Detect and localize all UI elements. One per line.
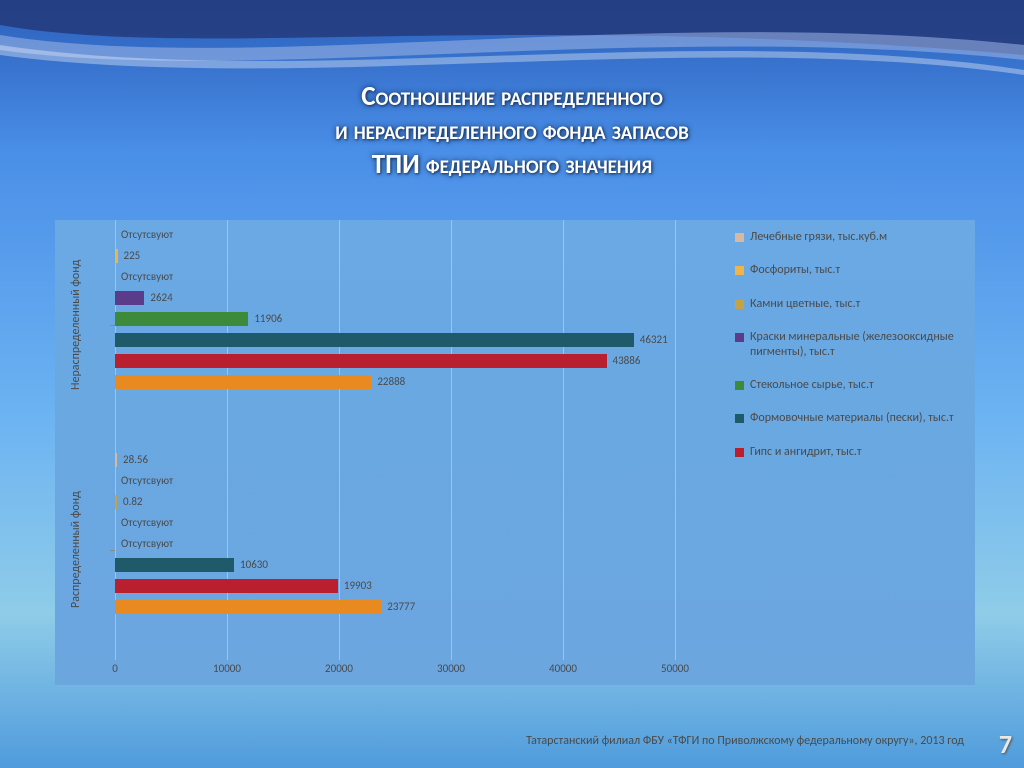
x-tick-label: 40000 <box>549 662 577 675</box>
chart-bar <box>115 600 381 614</box>
legend-label: Гипс и ангидрит, тыс.т <box>750 445 862 459</box>
grid-line <box>339 220 340 660</box>
legend-swatch <box>735 233 744 242</box>
chart-bar <box>115 291 144 305</box>
chart-plot-area: Отсутсвуют 225 Отсутсвуют 2624 11906 46321 438… <box>115 220 675 660</box>
legend-swatch <box>735 266 744 275</box>
bar-value-label: Отсутсвуют <box>121 516 173 530</box>
chart-bar <box>115 375 371 389</box>
legend-label: Краски минеральные (железооксидные пигме… <box>750 330 965 359</box>
legend-item: Гипс и ангидрит, тыс.т <box>735 445 965 459</box>
legend-label: Лечебные грязи, тыс.куб.м <box>750 230 887 244</box>
grid-line <box>675 220 676 660</box>
y-category-tick <box>110 325 115 326</box>
page-number: 7 <box>999 728 1012 760</box>
chart-container: Отсутсвуют 225 Отсутсвуют 2624 11906 46321 438… <box>55 220 975 685</box>
bar-value-label: 28.56 <box>123 453 148 467</box>
legend-label: Формовочные материалы (пески), тыс.т <box>750 411 954 425</box>
chart-x-axis: 01000020000300004000050000 <box>115 660 675 685</box>
bar-value-label: 22888 <box>377 375 405 389</box>
bar-value-label: 43886 <box>613 354 641 368</box>
title-line-1: Соотношение распределенного <box>361 80 663 113</box>
bar-value-label: Отсутсвуют <box>121 270 173 284</box>
legend-item: Камни цветные, тыс.т <box>735 297 965 311</box>
bar-value-label: Отсутсвуют <box>121 474 173 488</box>
grid-line <box>451 220 452 660</box>
x-tick-label: 30000 <box>437 662 465 675</box>
footer-text: Татарстанский филиал ФБУ «ТФГИ по Привол… <box>526 734 964 748</box>
legend-swatch <box>735 333 744 342</box>
chart-bar <box>115 558 234 572</box>
decorative-swoosh <box>0 0 1024 90</box>
slide-title: Соотношение распределенного и нераспреде… <box>0 80 1024 181</box>
legend-swatch <box>735 381 744 390</box>
chart-bar <box>115 579 338 593</box>
x-tick-label: 50000 <box>661 662 689 675</box>
legend-item: Стекольное сырье, тыс.т <box>735 378 965 392</box>
legend-item: Лечебные грязи, тыс.куб.м <box>735 230 965 244</box>
bar-value-label: 11906 <box>254 312 282 326</box>
grid-line <box>227 220 228 660</box>
chart-legend: Лечебные грязи, тыс.куб.м Фосфориты, тыс.… <box>735 230 965 478</box>
y-category-label: Нераспределенный фонд <box>69 230 81 420</box>
legend-item: Формовочные материалы (пески), тыс.т <box>735 411 965 425</box>
legend-item: Фосфориты, тыс.т <box>735 263 965 277</box>
bar-value-label: 46321 <box>640 333 668 347</box>
x-tick-label: 10000 <box>213 662 241 675</box>
bar-value-label: 19903 <box>344 579 372 593</box>
y-category-label: Распределенный фонд <box>69 455 81 645</box>
bar-value-label: Отсутсвуют <box>121 537 173 551</box>
title-line-3: ТПИ федерального значения <box>372 148 652 181</box>
chart-bar <box>115 354 607 368</box>
legend-swatch <box>735 448 744 457</box>
bar-value-label: 0.82 <box>123 495 143 509</box>
legend-label: Стекольное сырье, тыс.т <box>750 378 874 392</box>
chart-bar <box>115 453 117 467</box>
legend-label: Фосфориты, тыс.т <box>750 263 840 277</box>
y-category-tick <box>110 550 115 551</box>
legend-label: Камни цветные, тыс.т <box>750 297 860 311</box>
chart-bar <box>115 249 118 263</box>
legend-item: Краски минеральные (железооксидные пигме… <box>735 330 965 359</box>
chart-bar <box>115 312 248 326</box>
x-tick-label: 20000 <box>325 662 353 675</box>
chart-bar <box>115 333 634 347</box>
bar-value-label: 225 <box>124 249 141 263</box>
bar-value-label: 2624 <box>150 291 172 305</box>
x-tick-label: 0 <box>112 662 118 675</box>
title-line-2: и нераспределенного фонда запасов <box>335 114 689 147</box>
grid-line <box>563 220 564 660</box>
grid-line <box>115 220 116 660</box>
slide: Соотношение распределенного и нераспреде… <box>0 0 1024 768</box>
legend-swatch <box>735 300 744 309</box>
chart-bar <box>115 495 117 509</box>
bar-value-label: 10630 <box>240 558 268 572</box>
legend-swatch <box>735 414 744 423</box>
bar-value-label: Отсутсвуют <box>121 228 173 242</box>
bar-value-label: 23777 <box>387 600 415 614</box>
